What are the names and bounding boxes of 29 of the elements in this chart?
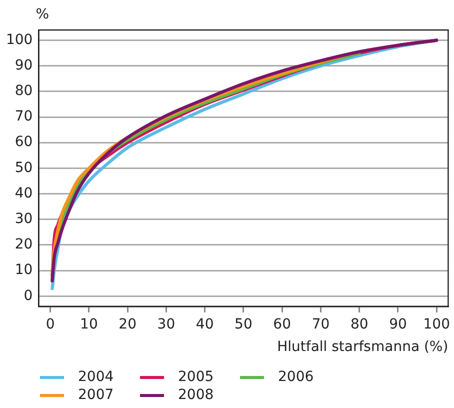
y-tick-label: 10 [14, 262, 33, 278]
y-axis-title: % [36, 6, 50, 23]
y-tick-label: 100 [6, 32, 33, 48]
x-tick-label: 40 [196, 316, 214, 332]
legend-label: 2007 [78, 387, 114, 403]
y-tick-label: 40 [14, 185, 33, 202]
y-tick-label: 50 [14, 160, 33, 176]
legend-label: 2008 [178, 387, 214, 403]
x-tick-label: 90 [389, 316, 407, 332]
y-tick-label: 0 [24, 288, 33, 304]
y-tick-label: 30 [14, 211, 33, 228]
y-tick-label: 90 [14, 57, 33, 74]
y-tick-label: 80 [14, 83, 33, 100]
x-axis-title: Hlutfall starfsmanna (%) [277, 339, 448, 356]
x-tick-label: 80 [350, 316, 368, 332]
x-tick-label: 0 [46, 316, 55, 332]
x-tick-label: 60 [273, 316, 292, 332]
y-tick-label: 60 [14, 134, 33, 150]
x-tick-label: 100 [423, 316, 450, 332]
y-tick-label: 20 [14, 236, 33, 253]
x-tick-label: 10 [80, 316, 98, 332]
legend-label: 2006 [278, 369, 314, 385]
legend-label: 2004 [78, 369, 114, 385]
x-tick-label: 20 [118, 316, 136, 332]
x-tick-label: 70 [312, 316, 330, 332]
y-tick-label: 70 [14, 108, 33, 125]
x-tick-label: 30 [157, 316, 176, 332]
x-tick-label: 50 [234, 316, 252, 332]
legend-label: 2005 [178, 369, 214, 385]
